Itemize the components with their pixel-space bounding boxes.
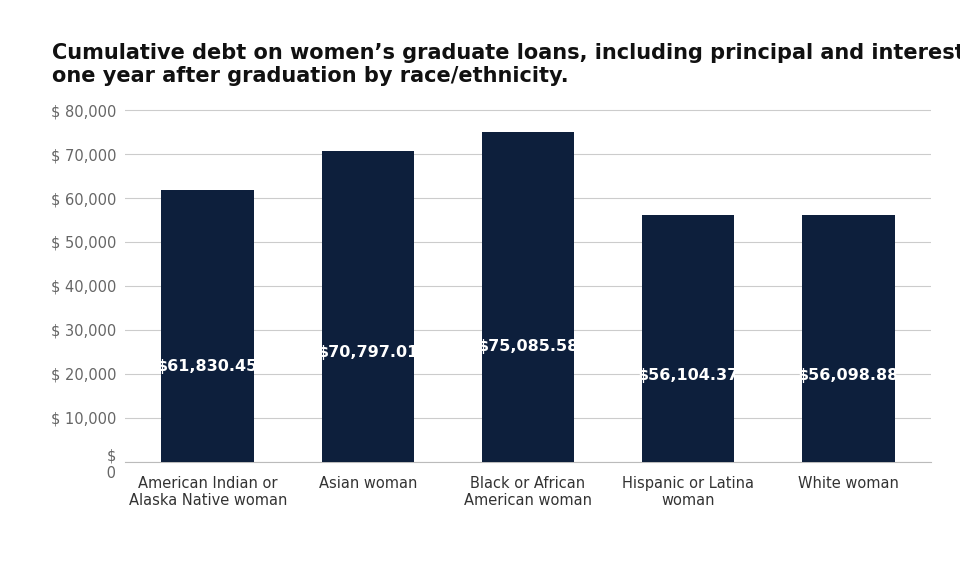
Bar (641, 215, 734, 462)
Bar (482, 132, 574, 462)
Bar (322, 150, 415, 462)
Text: $56,098.88: $56,098.88 (798, 368, 899, 383)
Text: $75,085.58: $75,085.58 (477, 339, 579, 354)
Text: $61,830.45: $61,830.45 (157, 359, 258, 374)
Bar (161, 190, 254, 462)
Text: $70,797.01: $70,797.01 (318, 345, 419, 360)
Text: $56,104.37: $56,104.37 (637, 368, 738, 383)
Bar (802, 215, 895, 462)
Text: Cumulative debt on women’s graduate loans, including principal and interest,
one: Cumulative debt on women’s graduate loan… (52, 43, 960, 86)
